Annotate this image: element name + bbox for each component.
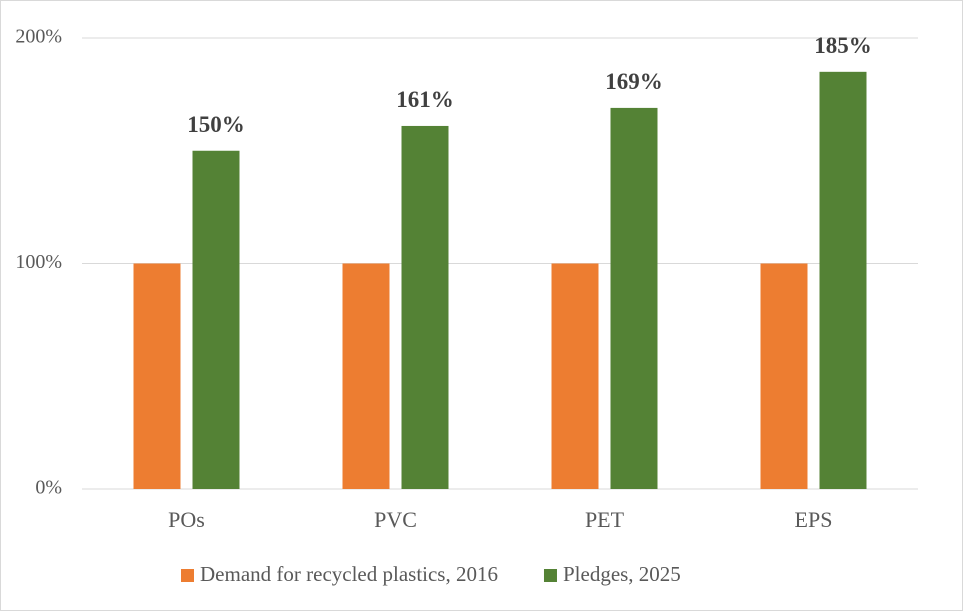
bar bbox=[401, 125, 449, 489]
bar bbox=[610, 107, 658, 489]
x-tick-label: EPS bbox=[795, 507, 833, 532]
bar bbox=[192, 150, 240, 489]
bar bbox=[819, 71, 867, 489]
data-label: 185% bbox=[814, 33, 872, 58]
legend-swatch bbox=[543, 569, 557, 582]
data-label: 150% bbox=[187, 112, 245, 137]
y-tick-label: 100% bbox=[15, 251, 62, 273]
legend-swatch bbox=[181, 569, 194, 582]
legend-label: Pledges, 2025 bbox=[563, 562, 681, 586]
x-tick-label: PET bbox=[585, 507, 625, 532]
data-label: 161% bbox=[396, 87, 454, 112]
x-tick-label: POs bbox=[168, 507, 205, 532]
bar bbox=[342, 263, 390, 489]
bar bbox=[760, 263, 808, 489]
legend-label: Demand for recycled plastics, 2016 bbox=[200, 562, 498, 586]
x-tick-label: PVC bbox=[374, 507, 417, 532]
bar bbox=[133, 263, 181, 489]
bar bbox=[551, 263, 599, 489]
y-tick-label: 200% bbox=[15, 26, 62, 48]
y-tick-label: 0% bbox=[35, 477, 62, 499]
data-label: 169% bbox=[605, 69, 663, 94]
